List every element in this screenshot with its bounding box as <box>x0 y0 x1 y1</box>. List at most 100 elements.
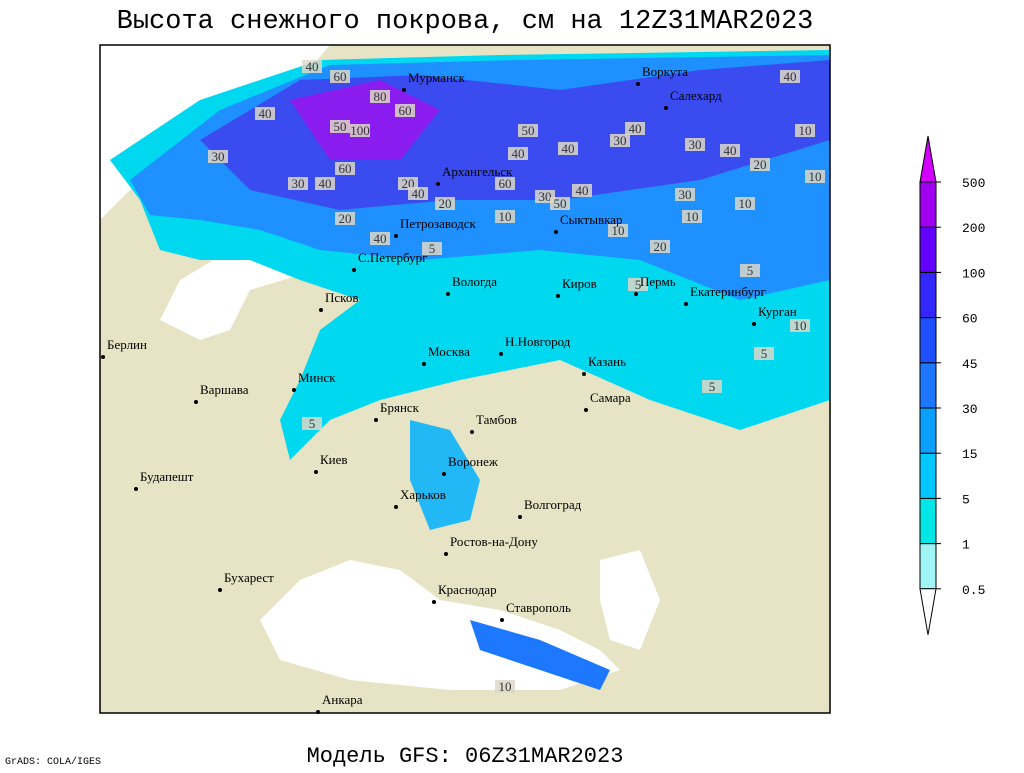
contour-label: 30 <box>539 189 552 204</box>
city-dot <box>442 472 446 476</box>
contour-label-bg <box>495 680 515 693</box>
colorbar-band <box>919 497 937 545</box>
city-dot <box>499 352 503 356</box>
contour-label: 10 <box>499 679 512 694</box>
city-label: Архангельск <box>442 164 513 179</box>
city-dot <box>470 430 474 434</box>
contour-label: 10 <box>809 169 822 184</box>
contour-label-bg <box>625 122 645 135</box>
city-label: Краснодар <box>438 582 497 597</box>
city-label: Будапешт <box>140 469 194 484</box>
contour-label: 40 <box>562 141 575 156</box>
city-dot <box>319 308 323 312</box>
city-dot <box>444 552 448 556</box>
city-label: Екатеринбург <box>690 284 766 299</box>
city-dot <box>218 588 222 592</box>
city-label: Варшава <box>200 382 249 397</box>
city-dot <box>634 292 638 296</box>
contour-label-bg <box>682 210 702 223</box>
city-label: Псков <box>325 290 358 305</box>
city-label: Москва <box>428 344 470 359</box>
contour-label-bg <box>330 120 350 133</box>
contour-label-bg <box>302 417 322 430</box>
colorbar-band <box>919 181 937 228</box>
colorbar-band <box>919 226 937 273</box>
city-dot <box>194 400 198 404</box>
contour-label: 5 <box>709 379 716 394</box>
contour-label: 40 <box>629 121 642 136</box>
contour-label: 100 <box>350 123 370 138</box>
contour-label: 10 <box>799 123 812 138</box>
contour-label: 40 <box>784 69 797 84</box>
city-dot <box>101 355 105 359</box>
contour-label-bg <box>720 144 740 157</box>
caspian-sea <box>600 550 660 650</box>
contour-label-bg <box>610 134 630 147</box>
city-dot <box>684 302 688 306</box>
contour-label: 20 <box>439 196 452 211</box>
colorbar-label: 45 <box>962 357 978 372</box>
city-label: Сыктывкар <box>560 212 623 227</box>
colorbar-label: 200 <box>962 221 985 236</box>
contour-label-bg <box>408 187 428 200</box>
contour-label-bg <box>795 124 815 137</box>
contour-label: 30 <box>614 133 627 148</box>
city-dot <box>664 106 668 110</box>
contour-label-bg <box>685 138 705 151</box>
colorbar-label: 5 <box>962 492 970 507</box>
contour-label: 40 <box>319 176 332 191</box>
contour-label-bg <box>330 70 350 83</box>
colorbar-band <box>919 452 937 499</box>
contour-label-bg <box>395 104 415 117</box>
contour-label-bg <box>208 150 228 163</box>
city-label: Киров <box>562 276 597 291</box>
cities: Мурманск Воркута Салехард Архангельск Сыктыв… <box>101 64 797 714</box>
city-dot <box>500 618 504 622</box>
city-dot <box>556 294 560 298</box>
city-label: Брянск <box>380 400 420 415</box>
city-dot <box>292 388 296 392</box>
colorbar-label: 30 <box>962 402 978 417</box>
contour-label-bg <box>422 242 442 255</box>
city-label: Курган <box>758 304 797 319</box>
contour-label-bg <box>558 142 578 155</box>
city-label: Киев <box>320 452 348 467</box>
city-dot <box>582 372 586 376</box>
snow-deep <box>290 80 440 160</box>
model-caption: Модель GFS: 06Z31MAR2023 <box>307 744 624 768</box>
city-label: Н.Новгород <box>505 334 571 349</box>
contour-label-bg <box>495 210 515 223</box>
contour-label: 40 <box>259 106 272 121</box>
contour-label-bg <box>302 60 322 73</box>
city-dot <box>636 82 640 86</box>
contour-label: 5 <box>635 277 642 292</box>
city-dot <box>314 470 318 474</box>
city-dot <box>374 418 378 422</box>
city-dot <box>432 600 436 604</box>
city-label: Ростов-на-Дону <box>450 534 538 549</box>
city-label: Пермь <box>640 274 676 289</box>
colorbar-cap-bottom <box>919 588 937 635</box>
city-label: Петрозаводск <box>400 216 476 231</box>
city-dot <box>436 182 440 186</box>
colorbar-band <box>919 317 937 364</box>
contour-label-bg <box>572 184 592 197</box>
contour-label-bg <box>650 240 670 253</box>
colorbar-label: 60 <box>962 312 978 327</box>
contour-label-bg <box>335 212 355 225</box>
contour-label-bg <box>675 188 695 201</box>
colorbar-band <box>919 543 937 590</box>
city-dot <box>402 88 406 92</box>
snow-caucasus <box>470 620 610 690</box>
contour-label-bg <box>628 278 648 291</box>
city-dot <box>134 487 138 491</box>
colorbar-label: 15 <box>962 447 978 462</box>
contour-label: 30 <box>292 176 305 191</box>
contour-label-bg <box>735 197 755 210</box>
colorbar-label: 500 <box>962 176 985 191</box>
city-dot <box>752 322 756 326</box>
contour-label-bg <box>315 177 335 190</box>
